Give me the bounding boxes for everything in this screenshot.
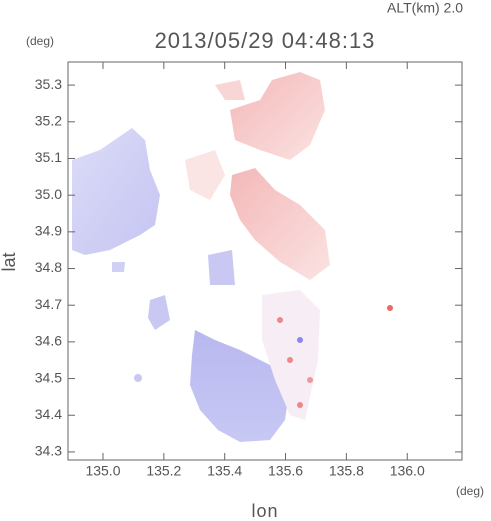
echo-speckle — [262, 290, 320, 420]
chart-title: 2013/05/29 04:48:13 — [155, 28, 376, 53]
y-tick-label: 34.9 — [35, 223, 62, 239]
echo-center-blue — [208, 250, 235, 285]
altitude-label: ALT(km) 2.0 — [387, 0, 463, 16]
x-tick-label: 136.0 — [390, 463, 425, 479]
x-tick-label: 135.4 — [207, 463, 242, 479]
echo-north — [215, 80, 245, 100]
y-tick-label: 35.0 — [35, 186, 62, 202]
y-tick-label: 34.4 — [35, 406, 62, 422]
speckle — [287, 357, 293, 363]
x-tick-label: 135.6 — [268, 463, 303, 479]
y-tick-label: 35.3 — [35, 76, 62, 92]
y-axis-title: lat — [0, 252, 19, 271]
echo-north — [230, 72, 325, 160]
y-tick-label: 34.7 — [35, 296, 62, 312]
x-axis-title: lon — [251, 501, 278, 521]
speckle — [277, 317, 283, 323]
plot-frame — [67, 61, 463, 461]
x-tick-label: 135.2 — [146, 463, 181, 479]
echo-faint — [185, 150, 225, 200]
y-tick-label: 34.3 — [35, 443, 62, 459]
x-tick-label: 135.0 — [85, 463, 120, 479]
speckle — [297, 337, 303, 343]
echo-small — [148, 295, 170, 330]
y-tick-label: 34.5 — [35, 369, 62, 385]
speckle — [307, 377, 313, 383]
speckle — [134, 374, 142, 382]
speckle — [387, 305, 393, 311]
echo-south — [190, 330, 290, 442]
x-tick-label: 135.8 — [329, 463, 364, 479]
speckle — [297, 402, 303, 408]
radar-echoes — [72, 72, 393, 442]
y-tick-label: 35.1 — [35, 149, 62, 165]
y-tick-label: 34.6 — [35, 333, 62, 349]
y-tick-label: 35.2 — [35, 112, 62, 128]
x-unit: (deg) — [456, 484, 484, 498]
y-tick-label: 34.8 — [35, 259, 62, 275]
echo-small — [112, 262, 125, 272]
y-unit: (deg) — [26, 34, 54, 48]
echo-center — [230, 168, 330, 280]
echo-west — [72, 128, 160, 255]
